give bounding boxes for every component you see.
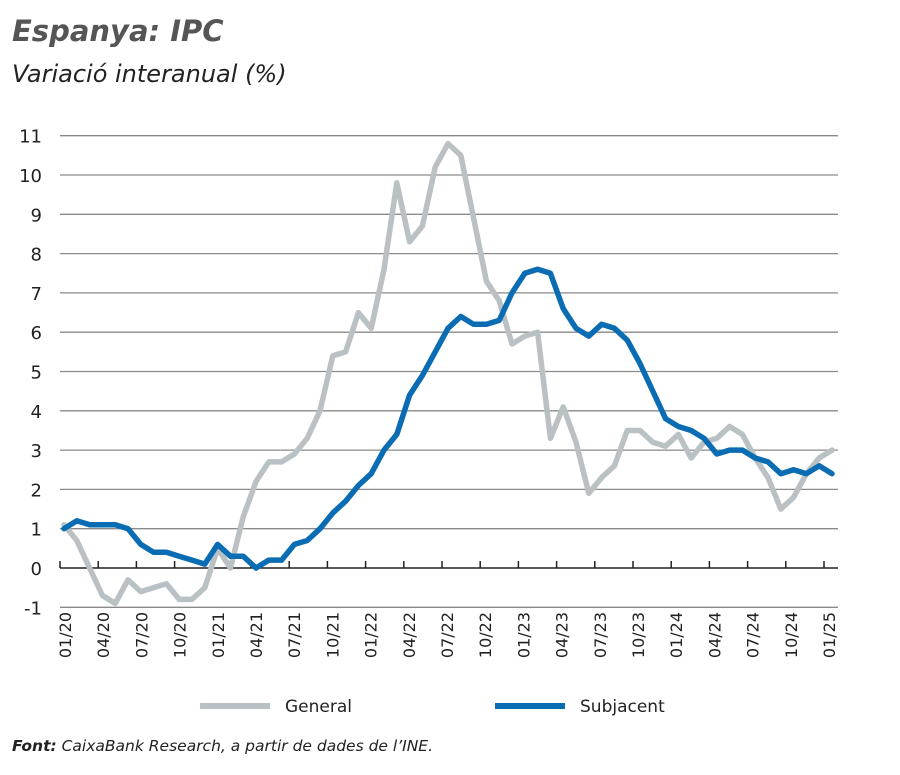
x-tick-label: 01/24 — [667, 612, 686, 658]
legend-label: Subjacent — [580, 697, 665, 717]
x-tick-label: 04/21 — [247, 612, 266, 658]
x-tick-label: 10/23 — [629, 612, 648, 658]
x-tick-label: 01/20 — [56, 612, 75, 658]
y-tick-label: 3 — [31, 441, 42, 462]
series-line-general — [61, 140, 835, 607]
x-tick-label: 04/23 — [553, 612, 572, 658]
y-tick-label: 1 — [31, 520, 42, 541]
x-tick-label: 07/20 — [132, 612, 151, 658]
y-tick-label: 10 — [19, 166, 42, 187]
x-tick-label: 10/20 — [171, 612, 190, 658]
x-tick-label: 04/22 — [400, 612, 419, 658]
y-tick-label: 0 — [31, 559, 42, 580]
y-tick-label: 5 — [31, 363, 42, 384]
x-tick-label: 04/24 — [705, 612, 724, 658]
legend-label: General — [285, 697, 352, 717]
source-text: CaixaBank Research, a partir de dades de… — [56, 737, 434, 755]
x-tick-label: 07/24 — [744, 612, 763, 658]
x-tick-label: 01/25 — [820, 612, 839, 658]
x-tick-label: 01/23 — [514, 612, 533, 658]
x-tick-label: 04/20 — [94, 612, 113, 658]
source-label: Font: — [12, 737, 57, 755]
x-tick-label: 10/22 — [476, 612, 495, 658]
y-tick-label: 6 — [31, 323, 42, 344]
chart-title: Espanya: IPC — [12, 14, 224, 48]
x-tick-label: 10/21 — [323, 612, 342, 658]
x-tick-label: 01/21 — [209, 612, 228, 658]
y-tick-label: 11 — [19, 127, 42, 148]
y-tick-label: 4 — [31, 402, 42, 423]
x-tick-label: 07/22 — [438, 612, 457, 658]
x-tick-label: 07/21 — [285, 612, 304, 658]
y-tick-label: 8 — [31, 245, 42, 266]
x-tick-label: 10/24 — [782, 612, 801, 658]
y-tick-label: 9 — [31, 205, 42, 226]
y-tick-label: 2 — [31, 480, 42, 501]
y-tick-label: 7 — [31, 284, 42, 305]
series-line-subjacent — [61, 266, 835, 571]
source-note: Font: CaixaBank Research, a partir de da… — [12, 737, 433, 755]
chart-subtitle: Variació interanual (%) — [12, 60, 287, 88]
y-tick-label: -1 — [24, 598, 42, 619]
x-tick-label: 07/23 — [591, 612, 610, 658]
x-tick-label: 01/22 — [362, 612, 381, 658]
